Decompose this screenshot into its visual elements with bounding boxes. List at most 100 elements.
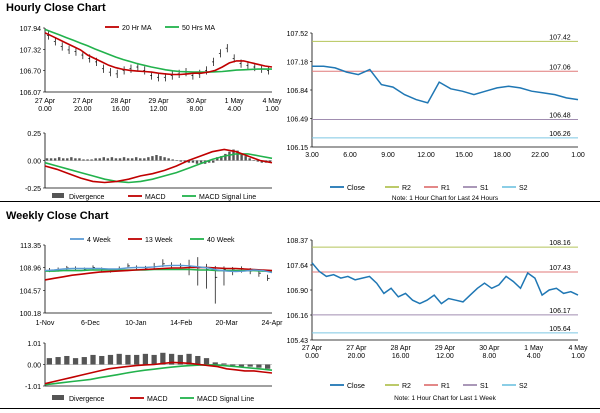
hourly-macd-divergence-bar bbox=[159, 156, 162, 161]
hourly-macd-divergence-bar bbox=[220, 156, 223, 161]
hourly-macd-divergence-bar bbox=[252, 160, 255, 161]
hourly-macd-divergence-bar bbox=[244, 156, 247, 161]
hourly-macd-divergence-bar bbox=[110, 157, 114, 161]
weekly-macd-ytick-label: -1.01 bbox=[25, 384, 41, 391]
hourly-24h-xtick-label: 9.00 bbox=[381, 152, 395, 159]
hourly-macd-divergence-bar bbox=[228, 151, 231, 161]
hourly-24h-ytick-label: 107.18 bbox=[287, 60, 309, 67]
weekly-detail-xtick-label: 27 Apr 0.00 bbox=[302, 345, 323, 360]
weekly-macd-divergence-bar bbox=[212, 362, 218, 365]
hourly-macd-divergence-bar bbox=[118, 158, 122, 161]
weekly-macd-divergence-bar bbox=[256, 364, 262, 368]
hourly-macd-divergence-bar bbox=[94, 158, 97, 161]
hourly-macd-divergence-bar bbox=[74, 158, 77, 161]
weekly-detail-level-label-r1: 107.43 bbox=[549, 265, 571, 272]
weekly-price-ytick-label: 100.18 bbox=[20, 311, 42, 318]
weekly-macd-divergence-bar bbox=[247, 364, 253, 367]
hourly-24h-legend-close-label: Close bbox=[347, 185, 365, 192]
weekly-macd-divergence-bar bbox=[125, 354, 131, 365]
hourly-macd-divergence-bar bbox=[143, 158, 146, 161]
hourly-macd-divergence-bar bbox=[139, 158, 142, 161]
weekly-macd-divergence-bar bbox=[72, 358, 79, 365]
hourly-24h-ytick-label: 106.15 bbox=[287, 145, 309, 152]
hourly-price-ytick-label: 106.07 bbox=[20, 90, 42, 97]
weekly-macd-divergence-bar bbox=[55, 357, 61, 365]
weekly-legend-4w-label: 4 Week bbox=[87, 237, 111, 244]
weekly-detail-ytick-label: 105.43 bbox=[287, 338, 309, 345]
weekly-legend-macd-label: MACD bbox=[147, 396, 168, 403]
hourly-macd-divergence-bar bbox=[212, 160, 215, 163]
weekly-detail-xtick-label: 30 Apr 8.00 bbox=[479, 345, 500, 360]
weekly-legend-divergence-swatch bbox=[52, 395, 64, 400]
hourly-macd-divergence-bar bbox=[66, 158, 69, 161]
hourly-macd-ytick-label: 0.25 bbox=[27, 131, 41, 138]
weekly-macd-divergence-bar bbox=[195, 355, 201, 365]
hourly-price-xtick-label: 27 Apr 0.00 bbox=[35, 98, 56, 113]
hourly-price-xtick-label: 27 Apr 20.00 bbox=[73, 98, 94, 113]
weekly-macd-divergence-bar bbox=[151, 354, 157, 365]
hourly-macd-divergence-bar bbox=[195, 160, 199, 164]
hourly-price-xtick-label: 1 May 4.00 bbox=[225, 98, 245, 113]
weekly-detail-ytick-label: 108.37 bbox=[287, 238, 309, 245]
hourly-legend-divergence-swatch bbox=[52, 193, 64, 198]
weekly-detail-legend-r2-label: R2 bbox=[402, 383, 411, 390]
hourly-24h-level-label-s1: 106.48 bbox=[549, 113, 571, 120]
hourly-macd-divergence-bar bbox=[191, 160, 195, 163]
hourly-price-ytick-label: 107.32 bbox=[20, 47, 42, 54]
weekly-detail-legend-s1-label: S1 bbox=[480, 383, 489, 390]
hourly-macd-divergence-bar bbox=[114, 158, 118, 161]
weekly-macd-ytick-label: 0.00 bbox=[27, 363, 41, 370]
weekly-macd-divergence-bar bbox=[238, 364, 245, 367]
hourly-macd-divergence-bar bbox=[175, 160, 178, 161]
hourly-legend-divergence-label: Divergence bbox=[69, 194, 105, 201]
hourly-macd-divergence-bar bbox=[122, 157, 126, 161]
weekly-detail-ytick-label: 106.16 bbox=[287, 313, 309, 320]
hourly-legend-ma50-label: 50 Hrs MA bbox=[182, 25, 215, 32]
hourly-macd-divergence-bar bbox=[151, 156, 154, 161]
weekly-macd-divergence-bar bbox=[221, 363, 227, 365]
hourly-macd-divergence-bar bbox=[163, 157, 166, 161]
hourly-price-ytick-label: 106.70 bbox=[20, 69, 42, 76]
section-divider bbox=[0, 201, 600, 202]
hourly-macd-divergence-bar bbox=[82, 159, 85, 161]
hourly-ma50-line bbox=[44, 28, 272, 73]
weekly-macd-divergence-bar bbox=[64, 355, 70, 365]
weekly-detail-xtick-label: 29 Apr 12.00 bbox=[435, 345, 456, 360]
hourly-24h-ytick-label: 107.52 bbox=[287, 31, 309, 38]
hourly-24h-note: Note: 1 Hour Chart for Last 24 Hours bbox=[392, 195, 499, 202]
hourly-24h-xtick-label: 18.00 bbox=[493, 152, 511, 159]
hourly-price-xtick-label: 4 May 1.00 bbox=[262, 98, 282, 113]
weekly-macd-divergence-bar bbox=[177, 354, 183, 365]
weekly-price-xtick-label: 24-Apr bbox=[261, 320, 283, 327]
hourly-macd-divergence-bar bbox=[130, 158, 134, 161]
hourly-price-xtick-label: 30 Apr 8.00 bbox=[186, 98, 207, 113]
hourly-macd-divergence-bar bbox=[126, 158, 130, 161]
hourly-price-xtick-label: 29 Apr 12.00 bbox=[148, 98, 169, 113]
hourly-24h-xtick-label: 3.00 bbox=[305, 152, 319, 159]
weekly-detail-ytick-label: 106.90 bbox=[287, 288, 309, 295]
weekly-macd-divergence-bar bbox=[230, 364, 236, 366]
hourly-macd-divergence-bar bbox=[106, 158, 110, 161]
hourly-legend-macd-label: MACD bbox=[145, 194, 166, 201]
hourly-macd-divergence-bar bbox=[167, 158, 170, 161]
weekly-price-xtick-label: 1-Nov bbox=[36, 320, 55, 327]
hourly-macd-divergence-bar bbox=[70, 157, 73, 161]
hourly-macd-divergence-bar bbox=[78, 158, 81, 161]
weekly-detail-xtick-label: 27 Apr 20.00 bbox=[346, 345, 367, 360]
hourly-macd-divergence-bar bbox=[179, 160, 183, 162]
hourly-ma20-line bbox=[44, 32, 273, 76]
weekly-macd-divergence-bar bbox=[265, 364, 271, 369]
hourly-macd-ytick-label: -0.25 bbox=[25, 186, 41, 193]
weekly-macd-divergence-bar bbox=[116, 353, 122, 365]
hourly-macd-divergence-bar bbox=[102, 157, 105, 161]
weekly-detail-legend-close-label: Close bbox=[347, 383, 365, 390]
hourly-24h-legend-r1-label: R1 bbox=[441, 185, 450, 192]
weekly-price-xtick-label: 6-Dec bbox=[81, 320, 100, 327]
weekly-macd-line bbox=[44, 361, 273, 385]
hourly-macd-ytick-label: 0.00 bbox=[27, 159, 41, 166]
weekly-detail-legend-s2-label: S2 bbox=[519, 383, 528, 390]
hourly-macd-divergence-bar bbox=[224, 153, 227, 161]
weekly-macd-divergence-bar bbox=[160, 352, 166, 365]
weekly-macd-divergence-bar bbox=[168, 353, 175, 365]
